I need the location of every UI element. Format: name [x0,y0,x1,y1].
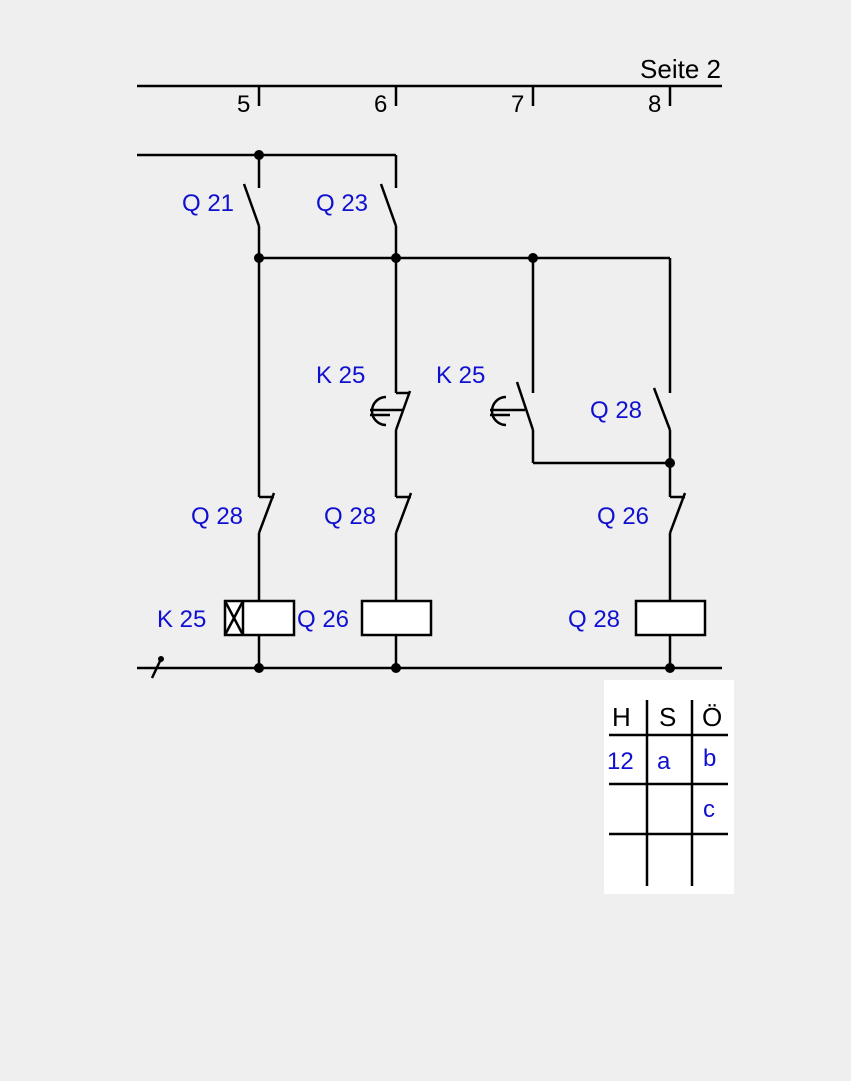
wiring [137,153,722,679]
junction-dot [665,458,675,468]
contact-q21-blade [242,183,261,227]
contact-q26-nc-blade [668,492,687,534]
column-number-5: 5 [237,91,250,118]
table-header-oe: Ö [702,702,722,732]
page-header: Seite 2 5 6 7 8 [137,54,722,118]
junction-dot [391,663,401,673]
coil-k25 [223,599,296,637]
rail-slash-dot [158,656,164,662]
contact-q28-nc-b-blade [394,492,413,534]
label-q23: Q 23 [316,190,368,217]
label-q26-coil: Q 26 [297,606,349,633]
contact-k25-b-blade [515,381,535,431]
reference-table-background [604,680,734,894]
table-cell: 12 [607,748,634,775]
label-k25-contact-b: K 25 [436,362,485,389]
label-q21: Q 21 [182,190,234,217]
table-cell: a [657,748,671,775]
junction-dot [528,253,538,263]
label-q28-coil: Q 28 [568,606,620,633]
coil-k25-cross [223,600,245,636]
junction-dot [254,663,264,673]
junction-dot [254,253,264,263]
column-number-7: 7 [511,91,524,118]
coil-q28 [634,599,707,637]
label-k25-coil: K 25 [157,606,206,633]
junction-dot [391,253,401,263]
component-labels: Q 21 Q 23 K 25 K 25 Q 28 Q 28 Q 28 Q 26 … [157,190,649,633]
contact-q28-no-blade [652,387,672,431]
contact-q28-nc-a-blade [257,492,276,534]
label-q26-nc-contact: Q 26 [597,503,649,530]
table-cell: b [703,745,716,772]
coil-q26 [360,599,433,637]
contacts [242,183,687,534]
column-number-8: 8 [648,91,661,118]
contact-k25-b-delay-arc [490,395,507,427]
table-header-s: S [659,702,676,732]
rail-slash-mark [150,658,163,679]
junction-dot [254,150,264,160]
label-q28-nc-contact-a: Q 28 [191,503,243,530]
label-q28-nc-contact-b: Q 28 [324,503,376,530]
table-cell: c [703,796,715,823]
table-header-h: H [612,702,631,732]
reference-table: H S Ö 12 a b c [604,680,734,894]
coils [223,599,707,637]
contact-k25-a-delay-arc [370,395,387,427]
column-number-6: 6 [374,91,387,118]
contact-q23-blade [379,183,398,227]
junctions [254,150,675,673]
junction-dot [665,663,675,673]
label-q28-no-contact: Q 28 [590,397,642,424]
page-label: Seite 2 [640,54,721,84]
label-k25-contact-a: K 25 [316,362,365,389]
